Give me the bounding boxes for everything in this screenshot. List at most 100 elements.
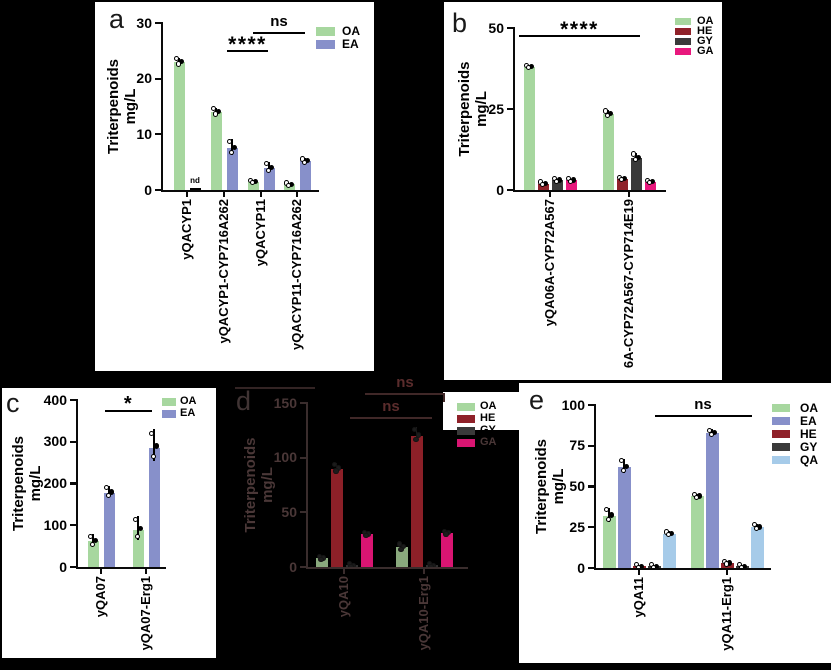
y-axis-tick-label: 100	[273, 449, 297, 466]
y-axis-tick-label: 50	[281, 503, 297, 520]
data-point-dot	[174, 56, 180, 62]
legend-label-HE: HE	[480, 412, 496, 425]
significance-label: ****	[228, 33, 267, 56]
panel-label-e: e	[529, 385, 545, 415]
data-point-dot	[619, 458, 625, 464]
y-axis-tick-mark	[300, 456, 308, 459]
dim-line-fragment	[235, 387, 315, 389]
x-axis-tick-mark	[145, 569, 147, 575]
legend-swatch-GA	[457, 439, 475, 447]
data-point-dot	[398, 546, 404, 552]
legend-swatch-GY	[675, 38, 691, 45]
data-point-dot	[301, 159, 308, 165]
data-point-dot	[137, 526, 143, 532]
legend-swatch-QA	[772, 456, 790, 464]
panel-label-d: d	[236, 386, 252, 416]
data-point-dot	[618, 176, 625, 183]
legend-swatch-OA	[162, 398, 176, 406]
data-point-dot	[539, 181, 546, 187]
y-axis-tick-mark	[588, 526, 596, 529]
legend-swatch-OA	[457, 403, 475, 411]
x-axis-line	[593, 568, 771, 571]
bar-OA	[602, 515, 616, 568]
x-axis-tick-mark	[423, 569, 425, 575]
x-axis-tick-mark	[549, 192, 551, 198]
legend-swatch-OA	[316, 27, 335, 36]
data-point-dot	[411, 426, 417, 432]
data-point-dot	[708, 431, 715, 437]
bar-GA	[644, 181, 656, 190]
legend-label-GA: GA	[480, 436, 497, 449]
data-point-dot	[175, 61, 182, 67]
bar-QA	[750, 527, 764, 568]
y-axis-tick-label: 400	[43, 391, 67, 408]
data-point-dot	[264, 160, 270, 167]
y-axis-tick-label: 200	[43, 475, 67, 491]
legend-swatch-GA	[675, 48, 691, 55]
data-point-dot	[149, 431, 155, 437]
legend-label-GY: GY	[697, 34, 713, 47]
legend-label-OA: OA	[342, 24, 360, 39]
bar-HE	[616, 178, 628, 190]
y-axis-tick-label: 0	[59, 558, 67, 575]
data-point-dot	[153, 443, 159, 449]
x-category-label: yQA07	[93, 576, 108, 618]
data-point-dot	[416, 432, 422, 438]
data-point-dot	[646, 180, 653, 186]
data-point-dot	[396, 541, 402, 547]
legend-label-HE: HE	[800, 426, 817, 441]
x-axis-tick-mark	[186, 192, 188, 198]
y-axis-tick-mark	[70, 440, 78, 443]
y-axis-tick-label: 100	[561, 396, 585, 413]
data-point-dot	[604, 113, 611, 119]
x-category-label: yQACYP11-CYP716A262	[289, 199, 304, 351]
data-point-dot	[336, 465, 342, 471]
legend-label-QA: QA	[800, 452, 818, 467]
legend-swatch-HE	[457, 415, 475, 423]
data-point-dot	[567, 178, 574, 184]
x-category-label: yQACYP1-CYP716A262	[216, 199, 231, 344]
data-point-dot	[363, 532, 369, 538]
data-point-dot	[693, 494, 700, 500]
x-axis-tick-mark	[100, 569, 102, 575]
x-category-label: yQA06A-CYP72A567	[542, 199, 557, 327]
y-axis-tick-mark	[70, 524, 78, 527]
bar-OA	[395, 547, 408, 567]
data-point-dot	[228, 149, 235, 156]
bar-OA	[87, 541, 99, 567]
bar-GY	[630, 157, 642, 190]
data-point-dot	[211, 106, 217, 112]
y-axis-tick-label: 20	[136, 70, 152, 87]
legend-label-OA: OA	[480, 400, 497, 413]
data-point-dot	[231, 144, 237, 150]
significance-label: ns	[396, 374, 414, 391]
data-point-dot	[604, 507, 610, 513]
y-axis-tick-label: 50	[488, 19, 504, 36]
bar-GY	[551, 180, 563, 190]
x-axis-line	[75, 567, 166, 570]
panel-chart-c: c Triterpenoids mg/L 0 100 200 300 400 yQA07 yQA0…	[2, 388, 216, 658]
y-axis-tick-label: 25	[488, 100, 504, 117]
legend-swatch-OA	[772, 404, 790, 412]
x-axis-line	[160, 190, 319, 193]
y-axis-tick-mark	[507, 26, 515, 30]
y-axis-label: Triterpenoids mg/L	[242, 383, 276, 587]
y-axis-tick-mark	[155, 133, 163, 136]
significance-label: ****	[560, 18, 599, 41]
y-axis-tick-label: 150	[273, 394, 297, 411]
y-axis-tick-label: 0	[144, 181, 152, 198]
legend-label-EA: EA	[800, 413, 817, 428]
y-axis-tick-mark	[155, 21, 163, 25]
x-axis-tick-mark	[638, 570, 640, 576]
legend-swatch-EA	[162, 410, 176, 418]
data-point-dot	[605, 516, 612, 523]
legend-backdrop	[443, 392, 523, 430]
data-point-dot	[268, 164, 274, 170]
nd-note: nd	[190, 176, 200, 185]
y-axis-tick-label: 0	[496, 181, 504, 198]
significance-line-tick	[443, 393, 445, 402]
x-axis-tick-mark	[628, 192, 630, 198]
y-axis-tick-mark	[155, 77, 163, 80]
data-point-dot	[631, 151, 637, 157]
bar-EA	[226, 148, 238, 190]
